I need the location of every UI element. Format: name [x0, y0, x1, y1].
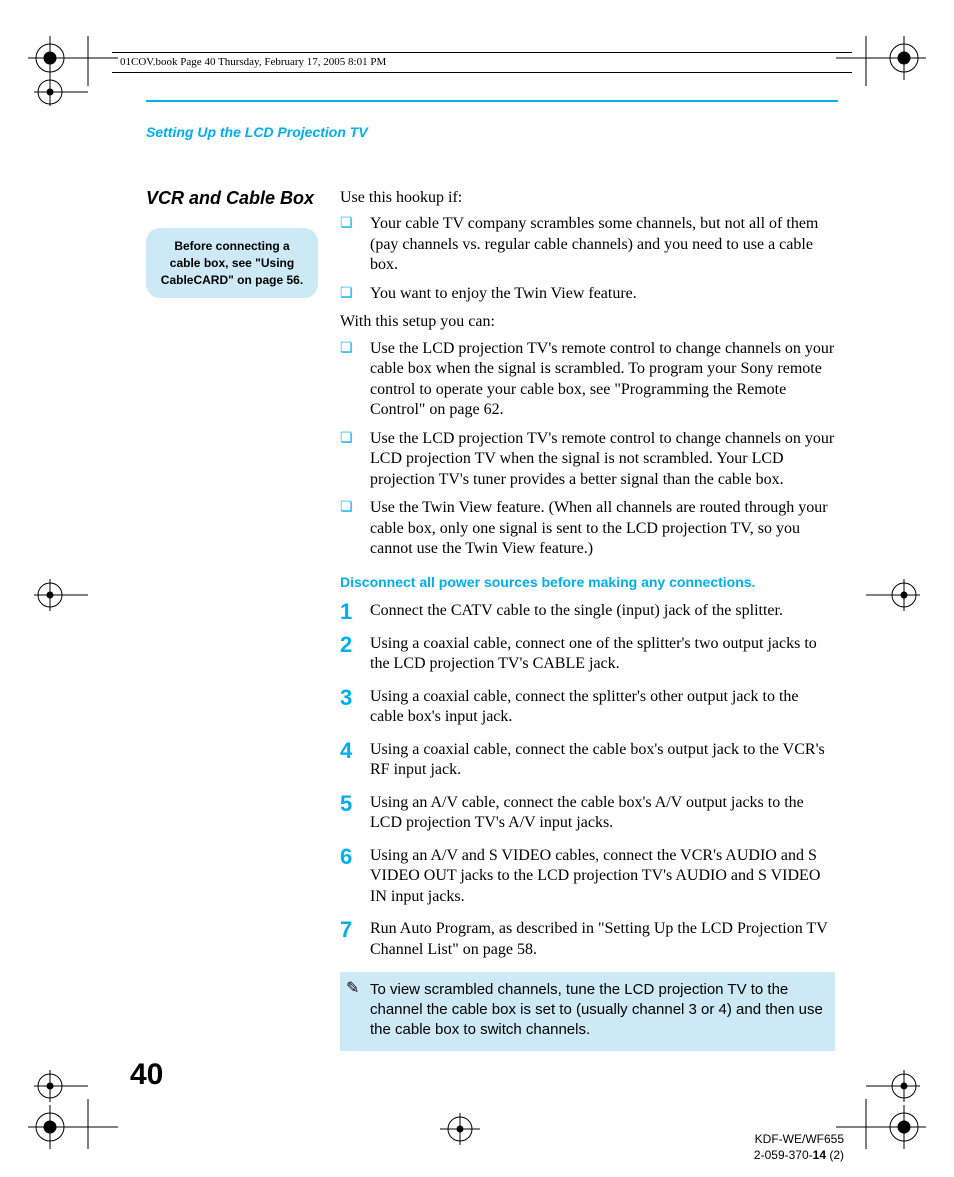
intro-1: Use this hookup if: [340, 188, 835, 208]
step-text: Using an A/V cable, connect the cable bo… [370, 794, 804, 831]
step-number: 3 [340, 684, 352, 712]
header-rule-bottom [112, 72, 852, 73]
tip-box: ✎ To view scrambled channels, tune the L… [340, 972, 835, 1051]
bullet-item: Use the LCD projection TV's remote contr… [340, 429, 835, 490]
page-number: 40 [130, 1058, 163, 1092]
step-number: 4 [340, 737, 352, 765]
footer-text: KDF-WE/WF655 2-059-370-14 (2) [754, 1132, 844, 1163]
reg-mark-bc [430, 1109, 490, 1149]
reg-mark-tl2 [28, 78, 88, 118]
bullet-item: Use the LCD projection TV's remote contr… [340, 339, 835, 421]
warning-text: Disconnect all power sources before maki… [340, 574, 835, 592]
reg-mark-br2 [866, 1066, 926, 1106]
bullet-item: Your cable TV company scrambles some cha… [340, 214, 835, 275]
step-item: 1Connect the CATV cable to the single (i… [340, 601, 835, 621]
step-text: Using a coaxial cable, connect the cable… [370, 741, 825, 778]
bullet-list-2: Use the LCD projection TV's remote contr… [340, 339, 835, 560]
reg-mark-mr [866, 575, 926, 615]
step-text: Using a coaxial cable, connect one of th… [370, 635, 817, 672]
bullet-item: You want to enjoy the Twin View feature. [340, 284, 835, 304]
step-text: Using a coaxial cable, connect the split… [370, 688, 799, 725]
body-column: Use this hookup if: Your cable TV compan… [340, 188, 835, 1051]
step-item: 6 Using an A/V and S VIDEO cables, connec… [340, 846, 835, 907]
footer-line-1: KDF-WE/WF655 [754, 1132, 844, 1148]
step-item: 7 Run Auto Program, as described in "Sett… [340, 919, 835, 960]
reg-mark-bl [28, 1089, 118, 1149]
reg-mark-tr [836, 36, 926, 96]
step-text: Connect the CATV cable to the single (in… [370, 602, 783, 619]
steps-list: 1 Connect the CATV cable to the single (i… [340, 601, 835, 960]
section-rule [146, 100, 838, 102]
step-text: Using an A/V and S VIDEO cables, connect… [370, 847, 820, 905]
step-number: 6 [340, 843, 352, 871]
header-rule-top [112, 52, 852, 53]
bullet-list-1: Your cable TV company scrambles some cha… [340, 214, 835, 304]
bullet-item: Use the Twin View feature. (When all cha… [340, 498, 835, 559]
step-number: 5 [340, 790, 352, 818]
intro-2: With this setup you can: [340, 312, 835, 332]
step-number: 7 [340, 916, 352, 944]
step-item: 2 Using a coaxial cable, connect one of t… [340, 634, 835, 675]
subsection-title: VCR and Cable Box [146, 188, 314, 209]
step-item: 4 Using a coaxial cable, connect the cabl… [340, 740, 835, 781]
step-number: 2 [340, 631, 352, 659]
section-header: Setting Up the LCD Projection TV [146, 124, 368, 140]
note-box: Before connecting a cable box, see "Usin… [146, 228, 318, 298]
step-item: 5 Using an A/V cable, connect the cable b… [340, 793, 835, 834]
step-item: 3 Using a coaxial cable, connect the spli… [340, 687, 835, 728]
footer-line-2: 2-059-370-14 (2) [754, 1148, 844, 1164]
step-text: Run Auto Program, as described in "Setti… [370, 920, 827, 957]
step-number: 1 [340, 598, 352, 626]
tip-text: To view scrambled channels, tune the LCD… [370, 981, 823, 1039]
pencil-icon: ✎ [346, 978, 359, 1000]
reg-mark-ml [28, 575, 88, 615]
header-running-text: 01COV.book Page 40 Thursday, February 17… [120, 56, 386, 68]
